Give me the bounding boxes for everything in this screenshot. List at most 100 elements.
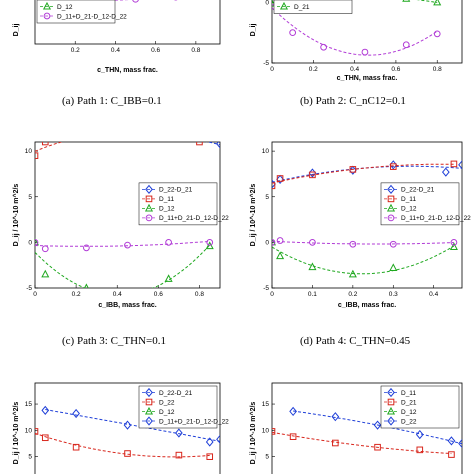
data-point-triangle bbox=[272, 237, 277, 246]
chart-panel-f: 5 10 15 D_ij / 10^-10 m^2/s D_11 D_21 D_12 D_22 bbox=[249, 382, 463, 474]
data-point-square bbox=[35, 428, 39, 435]
data-point-circle bbox=[124, 241, 131, 249]
data-point-square bbox=[349, 166, 357, 173]
data-point-circle bbox=[433, 30, 441, 38]
legend-entry-label: D_22-D_21 bbox=[159, 187, 193, 194]
data-point-triangle bbox=[348, 269, 357, 278]
chart-panel-a: 00.20.40.60.8c_THN, mass frac.D_ijD_12D_… bbox=[13, 0, 221, 74]
legend-entry-label: D_12 bbox=[159, 409, 175, 416]
legend-marker-square bbox=[387, 398, 395, 406]
x-axis-label: c_IBB, mass frac. bbox=[98, 302, 156, 309]
x-tick-label: 0.1 bbox=[308, 291, 317, 298]
x-tick-label: 0 bbox=[270, 66, 274, 73]
x-tick-label: 0.2 bbox=[72, 291, 81, 298]
x-tick-label: 0.4 bbox=[350, 66, 359, 73]
legend-entry-label: D_12 bbox=[159, 206, 175, 213]
data-point-triangle bbox=[205, 241, 214, 250]
x-tick-label: 0.8 bbox=[195, 291, 204, 298]
data-point-square bbox=[276, 175, 284, 182]
data-point-triangle bbox=[308, 262, 317, 271]
x-tick-label: 0.6 bbox=[151, 47, 160, 54]
data-point-circle bbox=[320, 43, 328, 51]
legend-box bbox=[380, 385, 460, 429]
data-point-square bbox=[124, 450, 131, 457]
data-point-triangle bbox=[433, 0, 442, 6]
data-point-square bbox=[41, 142, 49, 146]
data-point-triangle bbox=[83, 283, 89, 288]
legend-marker-circle bbox=[145, 214, 153, 222]
x-tick-label: 0.2 bbox=[309, 66, 318, 73]
legend-entry-label: D_11+D_21-D_12-D_22 bbox=[159, 215, 229, 222]
legend-marker-triangle bbox=[42, 1, 52, 10]
x-tick-label: 0 bbox=[33, 291, 37, 298]
trend-line-d-22-d-21 bbox=[45, 409, 220, 442]
y-tick-label: -5 bbox=[263, 60, 269, 67]
data-point-circle bbox=[132, 0, 139, 3]
data-point-diamond bbox=[441, 167, 450, 177]
legend-entry-label: D_11 bbox=[401, 196, 416, 203]
data-point-circle bbox=[389, 240, 397, 248]
data-layer bbox=[272, 0, 442, 56]
data-point-diamond bbox=[447, 436, 456, 446]
legend-marker-diamond bbox=[387, 184, 395, 195]
chart-panel-b: 0-50 0.2 0.4 0.6 0.8c_THN, mass frac.D_ijD_2… bbox=[250, 0, 463, 82]
trend-line-d-11-d-21-d-12-d-22 bbox=[272, 240, 454, 245]
x-tick-label: 0.8 bbox=[191, 47, 200, 54]
caption-b: (b) Path 2: C_nC12=0.1 bbox=[300, 95, 406, 107]
data-point-square bbox=[84, 133, 90, 139]
y-tick-label: 15 bbox=[262, 401, 270, 408]
x-tick-label: 0.4 bbox=[113, 291, 122, 298]
trend-line-d-22 bbox=[35, 432, 210, 458]
trend-line-d-11-d-21-d-12-d-22 bbox=[272, 7, 438, 56]
y-axis-label: D_ij / 10^-10 m^2/s bbox=[12, 402, 20, 465]
data-point-circle bbox=[349, 240, 357, 248]
data-point-diamond bbox=[205, 437, 214, 447]
data-point-diamond bbox=[123, 420, 132, 430]
legend-marker-diamond bbox=[387, 387, 395, 398]
data-point-square bbox=[35, 152, 39, 159]
data-layer bbox=[272, 160, 462, 278]
data-point-triangle bbox=[41, 269, 50, 278]
legend-marker-triangle bbox=[386, 203, 396, 212]
trend-line-d-11 bbox=[293, 410, 462, 445]
legend-marker-diamond bbox=[145, 184, 153, 195]
y-tick-label: 0 bbox=[28, 239, 32, 246]
data-point-circle bbox=[272, 238, 276, 246]
legend: D_22-D_21 D_11 D_12 D_11+D_21-D_12-D_22 bbox=[380, 182, 471, 226]
chart-panel-e: 5 10 15 D_ij / 10^-10 m^2/s D_22-D_21 D_22 D_1… bbox=[12, 382, 229, 474]
data-point-square bbox=[41, 434, 49, 442]
data-point-diamond bbox=[373, 420, 382, 430]
legend: D_22-D_21 D_11 D_12 D_11+D_21-D_12-D_22 bbox=[138, 182, 229, 226]
data-point-diamond bbox=[42, 122, 48, 130]
legend-entry-label: D_12 bbox=[401, 409, 417, 416]
data-point-circle bbox=[402, 41, 410, 49]
data-point-square bbox=[416, 446, 424, 454]
y-tick-label: 5 bbox=[28, 194, 32, 201]
panels-layer: 00.20.40.60.8c_THN, mass frac.D_ijD_12D_… bbox=[12, 0, 471, 474]
data-point-square bbox=[272, 428, 276, 435]
data-point-square bbox=[450, 160, 458, 168]
y-tick-label: 0 bbox=[265, 0, 269, 6]
data-point-diamond bbox=[72, 408, 80, 419]
legend-entry-label: D_11+D_21-D_12-D_22 bbox=[159, 418, 229, 425]
data-point-circle bbox=[83, 244, 90, 252]
trend-line-d-21 bbox=[272, 431, 452, 455]
y-tick-label: 10 bbox=[262, 148, 270, 155]
y-tick-label: 10 bbox=[25, 427, 33, 434]
data-point-triangle bbox=[124, 290, 130, 296]
legend-marker-triangle bbox=[144, 203, 154, 212]
data-point-square bbox=[196, 142, 203, 146]
data-point-circle bbox=[41, 245, 49, 253]
trend-line-d-12 bbox=[272, 245, 455, 275]
legend-box bbox=[36, 0, 116, 24]
y-axis-label: D_ij / 10^-10 m^2/s bbox=[249, 184, 257, 247]
legend-marker-diamond bbox=[145, 387, 153, 398]
legend-entry-label: D_22 bbox=[401, 418, 417, 425]
data-point-square bbox=[332, 439, 339, 447]
x-tick-label: 0.3 bbox=[389, 291, 398, 298]
x-tick-label: 0.6 bbox=[154, 291, 163, 298]
legend-marker-square bbox=[145, 195, 153, 203]
y-tick-label: 0 bbox=[265, 239, 269, 246]
